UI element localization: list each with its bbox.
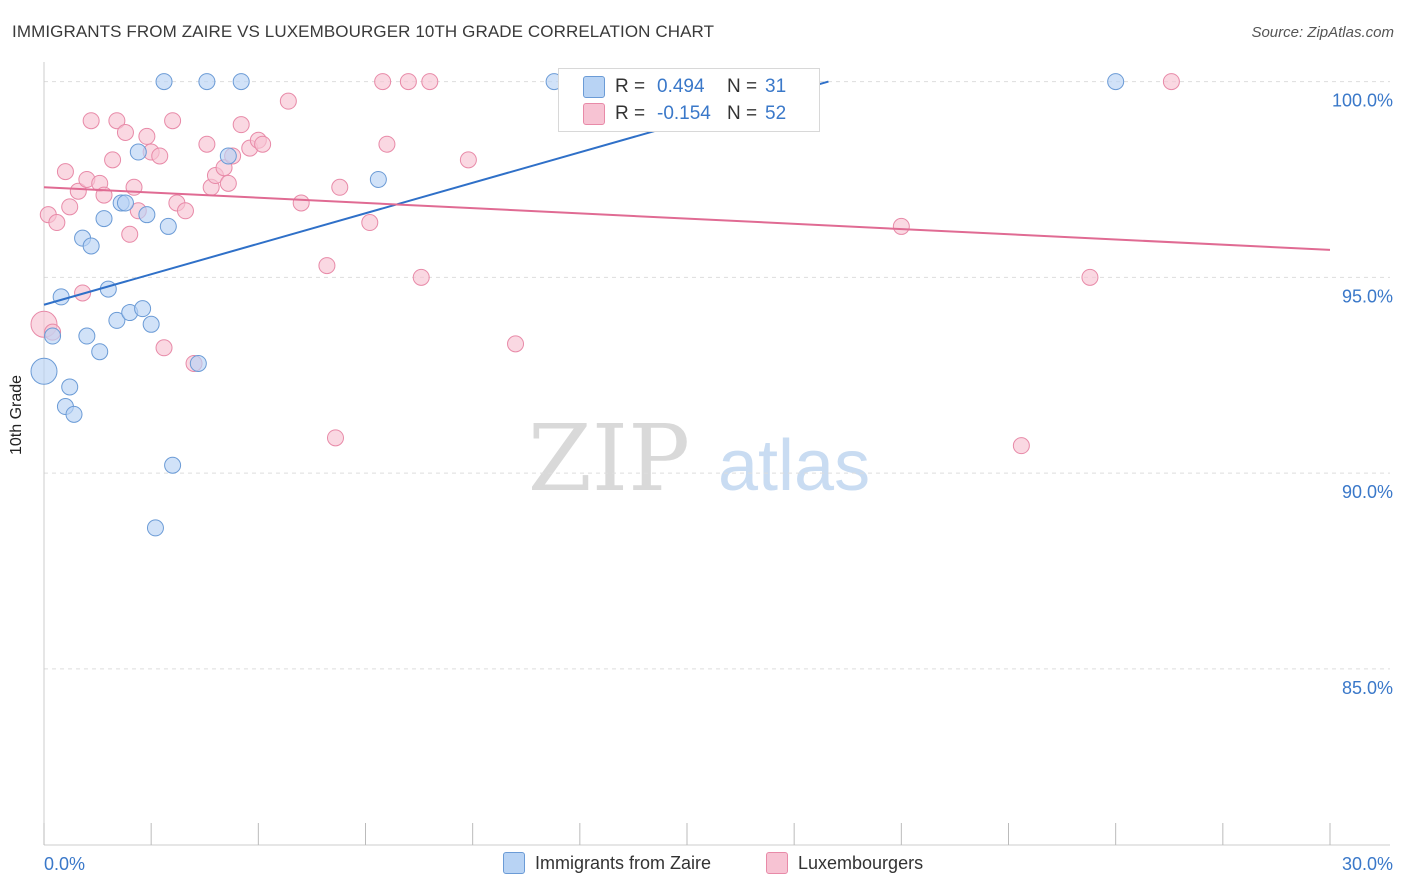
luxembourger-point	[82, 112, 100, 130]
luxembourger-point	[1012, 437, 1030, 455]
zaire-point	[1107, 73, 1125, 91]
y-tick-label: 90.0%	[1342, 482, 1393, 502]
luxembourger-point	[176, 202, 194, 220]
n-label: N =	[727, 103, 758, 124]
zaire-point	[116, 194, 134, 212]
source-label: Source: ZipAtlas.com	[1251, 24, 1394, 41]
zaire-point	[198, 73, 216, 91]
luxembourger-point	[56, 163, 74, 181]
luxembourger-point	[378, 135, 396, 153]
zaire-point	[91, 343, 109, 361]
zaire-point	[232, 73, 250, 91]
zaire-point	[52, 288, 70, 306]
watermark-zip: ZIP	[528, 405, 690, 512]
luxembourger-point	[254, 135, 272, 153]
luxembourger-point	[399, 73, 417, 91]
luxembourger-point	[138, 127, 156, 145]
correlation-legend: R = 0.494 N = 31 R = -0.154 N = 52	[558, 68, 820, 132]
zaire-point	[189, 354, 207, 372]
luxembourger-point	[232, 116, 250, 134]
zaire-point	[369, 170, 387, 188]
blue-swatch	[583, 76, 605, 98]
luxembourger-point	[892, 217, 910, 235]
zaire-point	[155, 73, 173, 91]
luxembourger-point	[1162, 73, 1180, 91]
luxembourger-point	[507, 335, 525, 353]
luxembourger-point	[412, 268, 430, 286]
legend-item-zaire[interactable]: Immigrants from Zaire	[503, 852, 711, 874]
luxembourger-point	[292, 194, 310, 212]
luxembourger-point	[61, 198, 79, 216]
zaire-point	[146, 519, 164, 537]
zaire-point	[61, 378, 79, 396]
y-axis-label: 10th Grade	[8, 374, 25, 455]
n-label: N =	[727, 76, 758, 97]
pink-swatch	[766, 852, 788, 874]
n-value: 52	[765, 103, 787, 124]
luxembourger-point	[421, 73, 439, 91]
luxembourger-point	[374, 73, 392, 91]
chart-title: IMMIGRANTS FROM ZAIRE VS LUXEMBOURGER 10…	[12, 22, 715, 41]
luxembourger-point	[331, 178, 349, 196]
zaire-point	[44, 327, 62, 345]
zaire-point	[138, 206, 156, 224]
zaire-point	[219, 147, 237, 165]
luxembourger-point	[151, 147, 169, 165]
zaire-point	[65, 405, 83, 423]
watermark-atlas: atlas	[718, 426, 870, 506]
r-value: -0.154	[657, 103, 711, 124]
x-tick-label-max: 30.0%	[1342, 854, 1393, 874]
luxembourger-point	[459, 151, 477, 169]
legend-row-luxembourgers: R = -0.154 N = 52	[583, 103, 787, 125]
legend-label-luxembourgers: Luxembourgers	[798, 852, 924, 873]
zaire-point	[30, 357, 58, 385]
luxembourger-point	[361, 214, 379, 232]
legend-item-luxembourgers[interactable]: Luxembourgers	[766, 852, 923, 874]
zaire-point	[95, 210, 113, 228]
r-label: R =	[615, 103, 646, 124]
luxembourger-point	[116, 123, 134, 141]
y-tick-label: 85.0%	[1342, 678, 1393, 698]
luxembourger-point	[219, 174, 237, 192]
luxembourger-point	[318, 257, 336, 275]
luxembourger-point	[121, 225, 139, 243]
n-value: 31	[765, 76, 787, 97]
r-value: 0.494	[657, 76, 705, 97]
zaire-point	[159, 217, 177, 235]
x-tick-label-min: 0.0%	[44, 854, 85, 874]
luxembourger-point	[155, 339, 173, 357]
blue-swatch	[503, 852, 525, 874]
luxembourger-point	[104, 151, 122, 169]
legend-row-zaire: R = 0.494 N = 31	[583, 76, 787, 98]
zaire-point	[82, 237, 100, 255]
luxembourger-point	[69, 182, 87, 200]
pink-swatch	[583, 103, 605, 125]
zaire-point	[164, 456, 182, 474]
legend-label-zaire: Immigrants from Zaire	[535, 852, 712, 873]
zaire-point	[129, 143, 147, 161]
luxembourger-point	[108, 112, 126, 130]
y-tick-label: 95.0%	[1342, 286, 1393, 306]
zaire-point	[142, 315, 160, 333]
luxembourger-point	[1081, 268, 1099, 286]
r-label: R =	[615, 76, 646, 97]
luxembourger-point	[198, 135, 216, 153]
zaire-point	[108, 311, 126, 329]
luxembourger-point	[326, 429, 344, 447]
zaire-point	[78, 327, 96, 345]
zaire-point	[134, 300, 152, 318]
luxembourger-point	[279, 92, 297, 110]
luxembourger-point	[164, 112, 182, 130]
luxembourger-point	[48, 214, 66, 232]
luxembourger-trend-line	[43, 186, 1331, 251]
series-legend: Immigrants from Zaire Luxembourgers	[0, 852, 1406, 878]
y-tick-label: 100.0%	[1332, 91, 1393, 111]
